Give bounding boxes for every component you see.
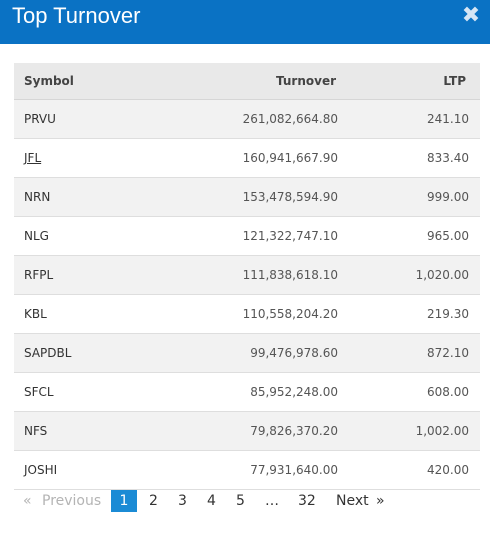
page-3-button[interactable]: 3 xyxy=(178,493,187,509)
column-header-turnover[interactable]: Turnover xyxy=(276,74,336,88)
table-row: SFCL 85,952,248.00 608.00 xyxy=(14,373,480,412)
table-row: PRVU 261,082,664.80 241.10 xyxy=(14,100,480,139)
turnover-cell: 99,476,978.60 xyxy=(250,346,338,360)
symbol-cell[interactable]: JOSHI xyxy=(24,463,58,477)
table-header: Symbol Turnover LTP xyxy=(14,63,480,100)
ltp-cell: 965.00 xyxy=(427,229,469,243)
table-row: NFS 79,826,370.20 1,002.00 xyxy=(14,412,480,451)
symbol-cell[interactable]: SAPDBL xyxy=(24,346,72,360)
page-5-button[interactable]: 5 xyxy=(236,493,245,509)
last-page-icon[interactable]: » xyxy=(376,493,385,509)
ltp-cell: 1,002.00 xyxy=(415,424,469,438)
symbol-cell[interactable]: SFCL xyxy=(24,385,54,399)
ltp-cell: 833.40 xyxy=(427,151,469,165)
ltp-cell: 1,020.00 xyxy=(415,268,469,282)
turnover-cell: 261,082,664.80 xyxy=(242,112,338,126)
ltp-cell: 219.30 xyxy=(427,307,469,321)
ltp-cell: 999.00 xyxy=(427,190,469,204)
symbol-cell[interactable]: NRN xyxy=(24,190,51,204)
symbol-cell[interactable]: PRVU xyxy=(24,112,56,126)
page-1-button[interactable]: 1 xyxy=(111,490,137,512)
symbol-cell[interactable]: RFPL xyxy=(24,268,54,282)
table-body: PRVU 261,082,664.80 241.10 JFL 160,941,667.9… xyxy=(14,100,480,490)
table-row: RFPL 111,838,618.10 1,020.00 xyxy=(14,256,480,295)
turnover-cell: 79,826,370.20 xyxy=(250,424,338,438)
pagination: « Previous 1 2 3 4 5 … 32 Next » xyxy=(14,490,480,512)
close-icon[interactable]: ✖ xyxy=(461,3,481,28)
ltp-cell: 608.00 xyxy=(427,385,469,399)
ltp-cell: 872.10 xyxy=(427,346,469,360)
table-row: JOSHI 77,931,640.00 420.00 xyxy=(14,451,480,490)
column-header-ltp[interactable]: LTP xyxy=(443,74,466,88)
turnover-cell: 77,931,640.00 xyxy=(250,463,338,477)
turnover-cell: 121,322,747.10 xyxy=(242,229,338,243)
table-row: SAPDBL 99,476,978.60 872.10 xyxy=(14,334,480,373)
modal-title: Top Turnover xyxy=(12,3,141,28)
table-row: KBL 110,558,204.20 219.30 xyxy=(14,295,480,334)
first-page-icon: « xyxy=(23,493,32,509)
page-4-button[interactable]: 4 xyxy=(207,493,216,509)
table-row: NRN 153,478,594.90 999.00 xyxy=(14,178,480,217)
column-header-symbol[interactable]: Symbol xyxy=(24,74,74,88)
symbol-cell[interactable]: KBL xyxy=(24,307,47,321)
turnover-cell: 110,558,204.20 xyxy=(242,307,338,321)
turnover-cell: 160,941,667.90 xyxy=(242,151,338,165)
turnover-cell: 85,952,248.00 xyxy=(250,385,338,399)
symbol-cell[interactable]: NLG xyxy=(24,229,49,243)
previous-page-button: Previous xyxy=(42,493,102,509)
ltp-cell: 241.10 xyxy=(427,112,469,126)
table-row: NLG 121,322,747.10 965.00 xyxy=(14,217,480,256)
modal-header: Top Turnover ✖ xyxy=(0,0,490,44)
table-row: JFL 160,941,667.90 833.40 xyxy=(14,139,480,178)
symbol-cell[interactable]: JFL xyxy=(24,151,42,165)
turnover-cell: 153,478,594.90 xyxy=(242,190,338,204)
pagination-ellipsis: … xyxy=(265,493,279,509)
page-2-button[interactable]: 2 xyxy=(149,493,158,509)
page-32-button[interactable]: 32 xyxy=(298,493,316,509)
next-page-button[interactable]: Next xyxy=(336,493,369,509)
turnover-cell: 111,838,618.10 xyxy=(242,268,338,282)
symbol-cell[interactable]: NFS xyxy=(24,424,48,438)
ltp-cell: 420.00 xyxy=(427,463,469,477)
turnover-table: Symbol Turnover LTP PRVU 261,082,664.80 24… xyxy=(14,63,480,490)
